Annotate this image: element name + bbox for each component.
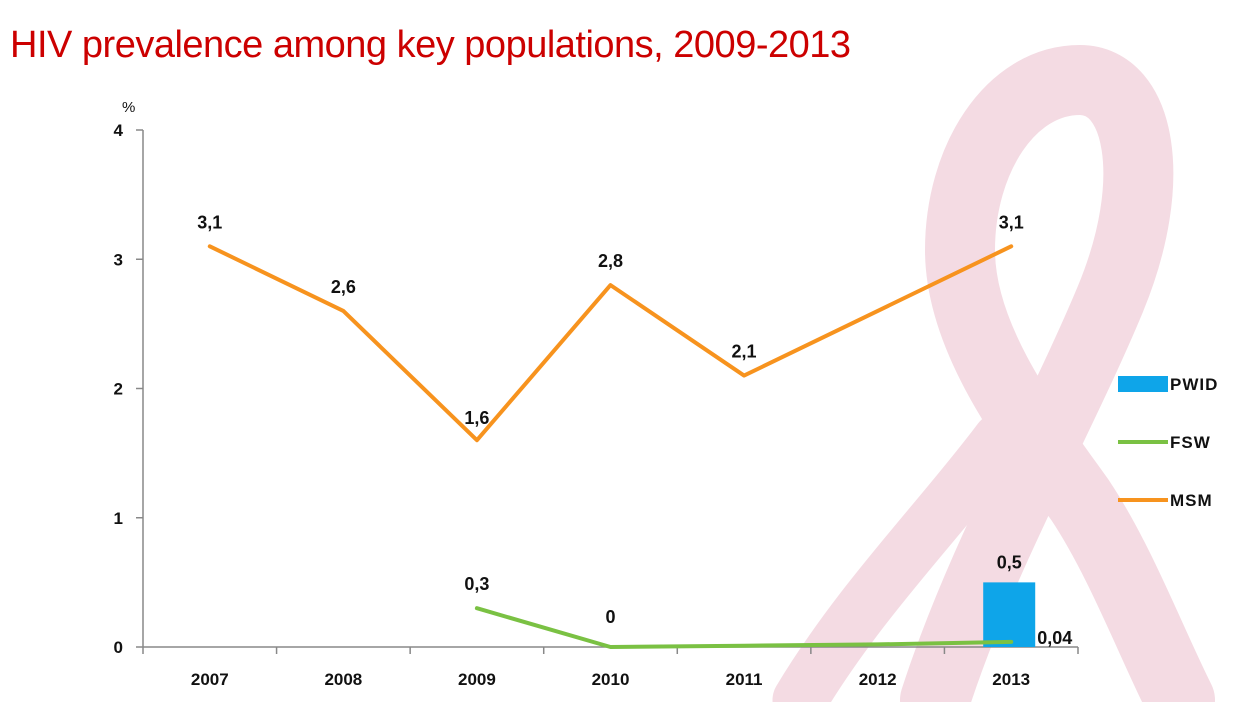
legend-label-pwid: PWID (1170, 375, 1218, 394)
x-tick-label: 2008 (324, 670, 362, 689)
msm-data-label: 2,8 (598, 251, 623, 271)
msm-data-label: 3,1 (197, 212, 222, 232)
y-axis-unit-label: % (122, 99, 135, 116)
series-layer (207, 244, 1036, 649)
y-tick-label: 3 (114, 250, 123, 269)
pwid-bar (983, 582, 1036, 647)
fsw-data-label: 0,04 (1037, 628, 1072, 648)
y-tick-label: 1 (114, 509, 123, 528)
legend: PWID FSW MSM (1118, 375, 1218, 510)
x-axis-ticks: 2007 2008 2009 2010 2011 2012 2013 (142, 647, 1079, 689)
y-tick-label: 4 (114, 121, 124, 140)
legend-label-msm: MSM (1170, 491, 1213, 510)
y-axis-ticks: 0 1 2 3 4 (114, 121, 143, 657)
msm-data-label: 1,6 (464, 408, 489, 428)
slide-title: HIV prevalence among key populations, 20… (10, 24, 851, 66)
x-tick-label: 2013 (992, 670, 1030, 689)
y-tick-label: 2 (114, 380, 123, 399)
legend-swatch-pwid (1118, 376, 1168, 392)
msm-data-label: 2,6 (331, 277, 356, 297)
x-tick-label: 2009 (458, 670, 496, 689)
msm-data-label: 3,1 (999, 212, 1024, 232)
fsw-data-label: 0,3 (464, 574, 489, 594)
msm-data-label: 2,1 (732, 342, 757, 362)
x-tick-label: 2012 (859, 670, 897, 689)
ribbon-watermark (772, 44, 1215, 702)
y-tick-label: 0 (114, 638, 123, 657)
msm-line (207, 244, 1014, 443)
x-tick-label: 2011 (726, 670, 763, 689)
x-tick-label: 2010 (592, 670, 630, 689)
legend-label-fsw: FSW (1170, 433, 1211, 452)
fsw-data-label: 0 (605, 607, 615, 627)
data-labels: 0,5 0,3 0 0,04 3,1 2,6 1,6 2,8 2,1 3,1 (197, 212, 1072, 648)
pwid-data-label: 0,5 (997, 552, 1022, 572)
x-tick-label: 2007 (191, 670, 229, 689)
